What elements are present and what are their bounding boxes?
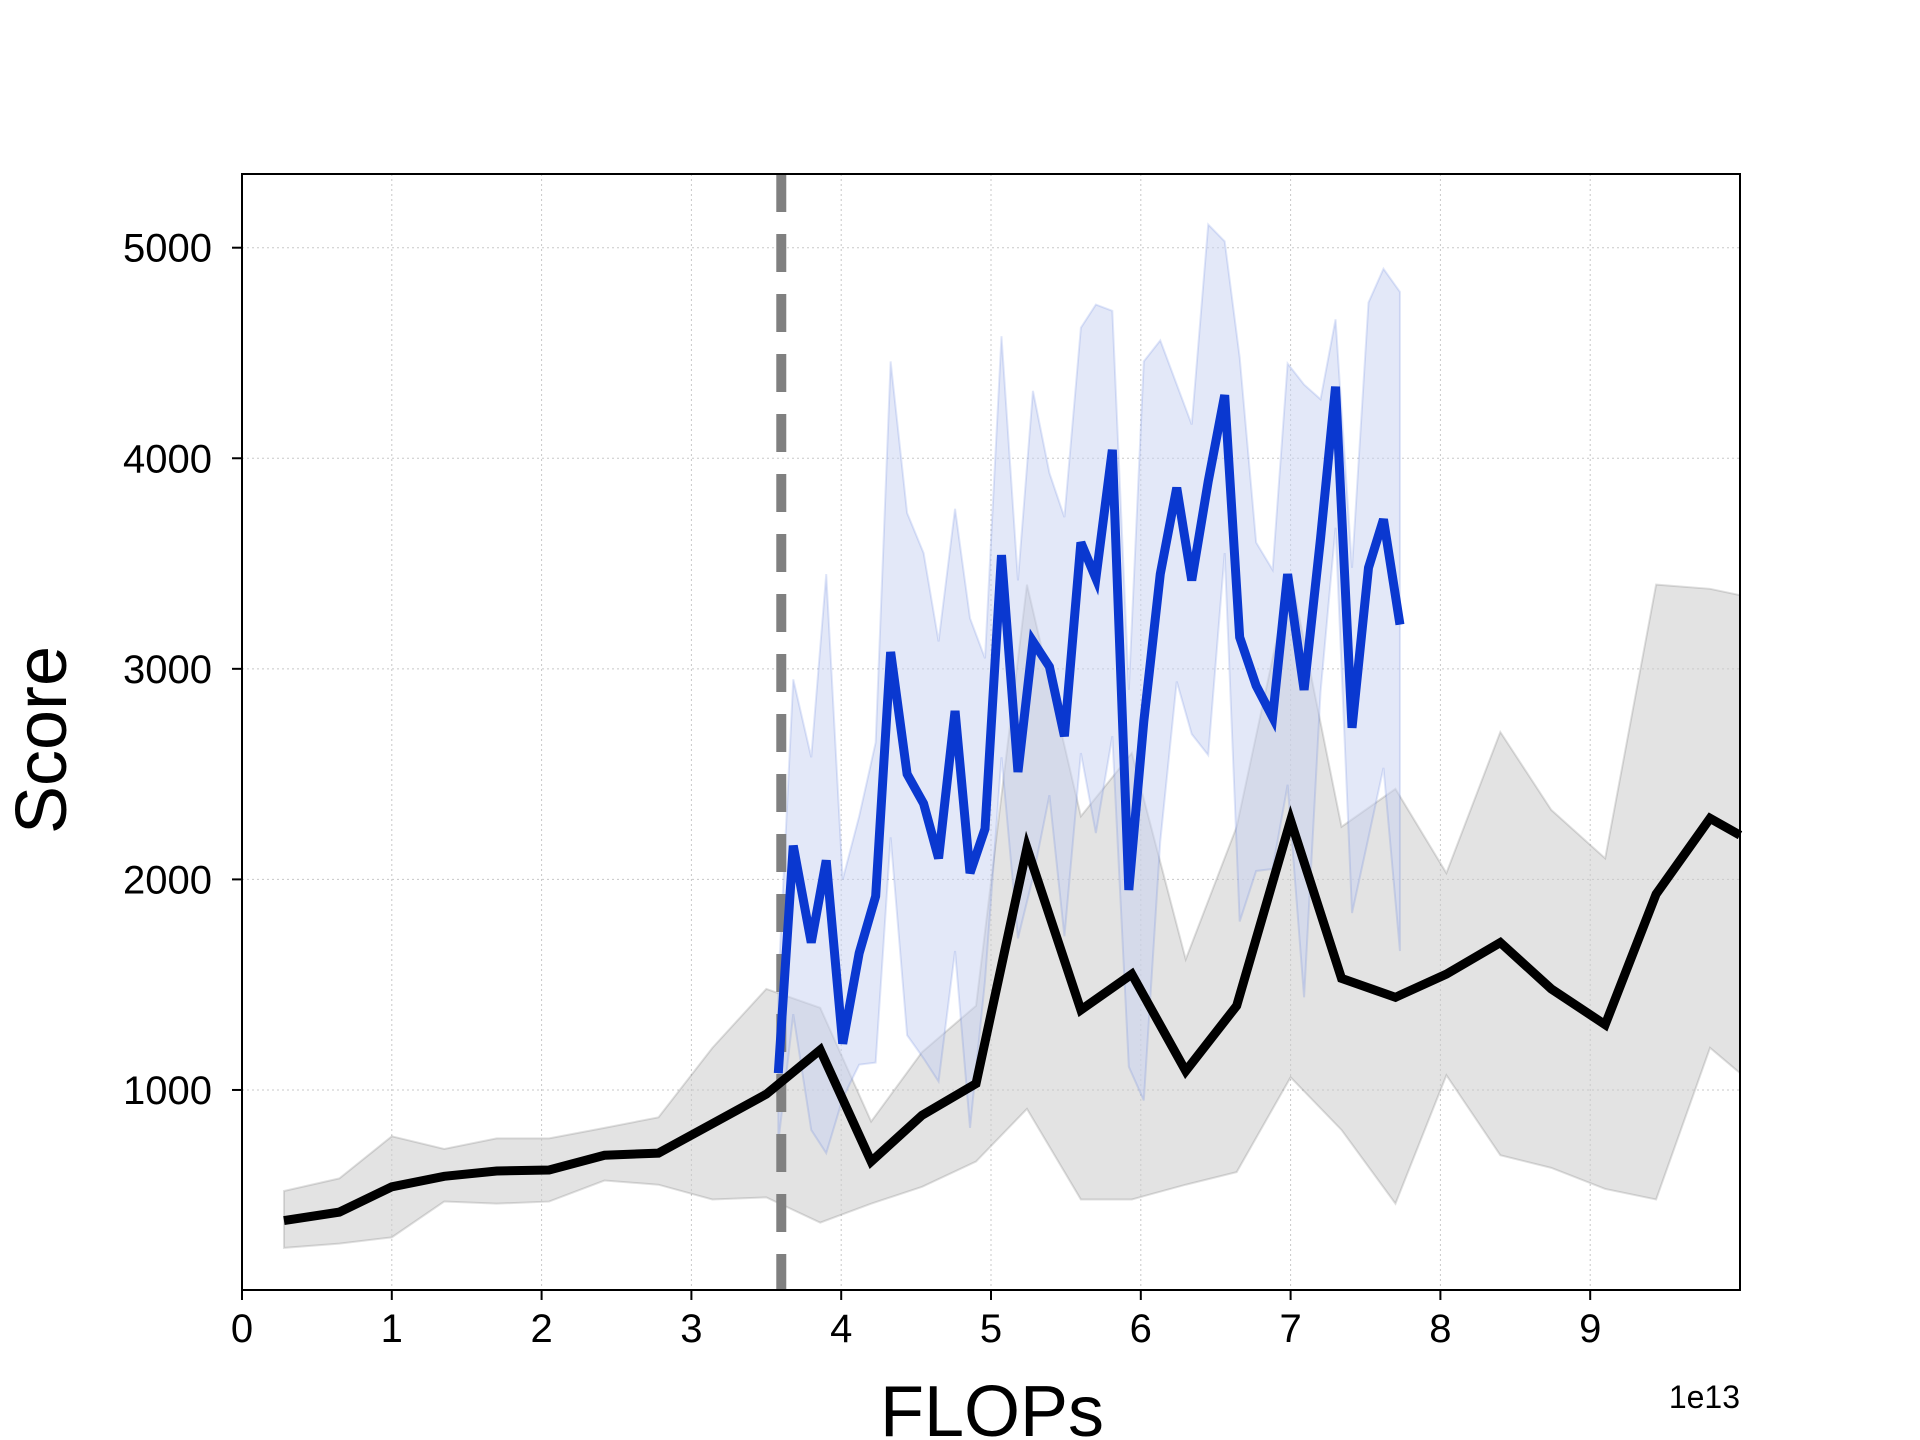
y-axis-title: Score bbox=[2, 646, 82, 834]
x-tick-label: 5 bbox=[980, 1307, 1002, 1351]
x-axis-offset-label: 1e13 bbox=[1669, 1379, 1740, 1415]
y-tick-label: 2000 bbox=[123, 858, 212, 902]
x-tick-label: 8 bbox=[1429, 1307, 1451, 1351]
series-0-line bbox=[283, 805, 1743, 1225]
series-1-line bbox=[773, 386, 1405, 1074]
series-lines bbox=[283, 386, 1743, 1225]
y-tick-label: 3000 bbox=[123, 648, 212, 692]
axis-ticks: 0 1 2 3 4 5 6 7 8 9 1000 2000 3000 4000 5000 bbox=[123, 227, 1601, 1351]
y-tick-label: 1000 bbox=[123, 1069, 212, 1113]
x-tick-label: 1 bbox=[381, 1307, 403, 1351]
x-tick-label: 0 bbox=[231, 1307, 253, 1351]
x-tick-label: 3 bbox=[680, 1307, 702, 1351]
x-tick-label: 9 bbox=[1579, 1307, 1601, 1351]
y-tick-label: 5000 bbox=[123, 227, 212, 271]
x-tick-label: 2 bbox=[530, 1307, 552, 1351]
y-tick-label: 4000 bbox=[123, 437, 212, 481]
x-tick-label: 7 bbox=[1279, 1307, 1301, 1351]
x-axis-title: FLOPs bbox=[880, 1372, 1104, 1440]
x-tick-label: 4 bbox=[830, 1307, 852, 1351]
x-tick-label: 6 bbox=[1130, 1307, 1152, 1351]
